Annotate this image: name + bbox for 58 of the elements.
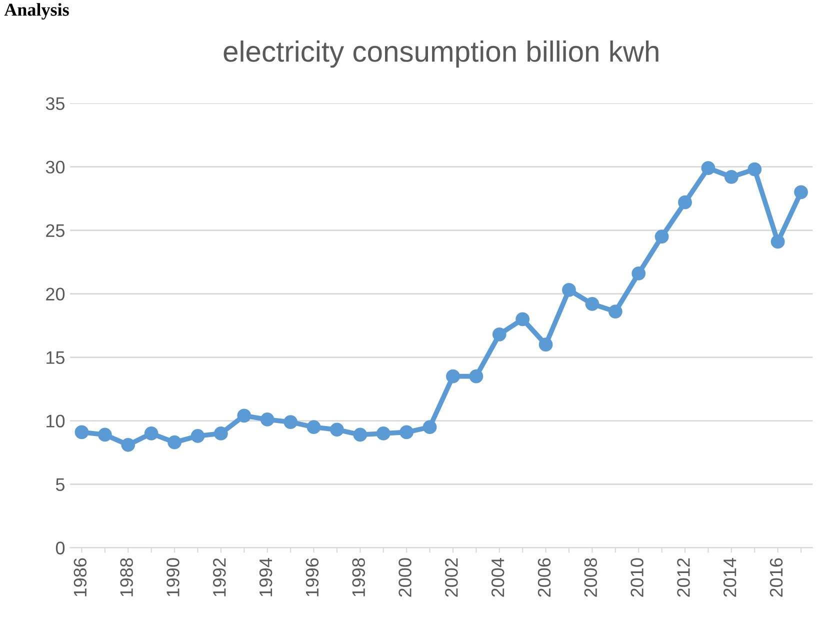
x-tick-label: 2006 (538, 558, 551, 597)
point (376, 426, 390, 440)
x-tick-label: 1994 (259, 558, 272, 596)
point (632, 266, 646, 280)
point (446, 369, 460, 384)
point (585, 296, 600, 311)
point (353, 428, 368, 442)
y-tick-label: 25 (46, 224, 65, 237)
point (469, 369, 484, 384)
point (237, 408, 252, 423)
point (400, 425, 414, 440)
chart-title: electricity consumption billion kwh (224, 40, 658, 68)
y-tick-label: 35 (46, 97, 65, 110)
x-tick-label: 1986 (74, 558, 87, 596)
point (770, 234, 785, 249)
point (701, 161, 716, 175)
y-tick-label: 20 (46, 288, 65, 300)
point (724, 170, 738, 184)
x-tick-label: 1996 (306, 558, 319, 596)
point (422, 420, 437, 434)
point (654, 230, 669, 244)
point (608, 304, 622, 318)
x-tick-label: 2004 (491, 558, 504, 597)
x-tick-label: 2000 (398, 558, 412, 597)
point (516, 312, 530, 326)
x-tick-label: 2012 (677, 558, 690, 597)
point (330, 422, 344, 437)
point (74, 425, 89, 440)
y-tick-label: 15 (46, 351, 65, 364)
point (98, 428, 112, 442)
x-tick-label: 2010 (630, 558, 644, 597)
x-tick-label: 2014 (723, 558, 736, 597)
point (260, 412, 274, 426)
x-tick-label: 1988 (120, 558, 133, 596)
point (678, 195, 692, 210)
point (121, 438, 136, 452)
x-tick-label: 1992 (213, 558, 226, 596)
point (538, 338, 553, 352)
point (794, 185, 808, 200)
point (144, 426, 158, 440)
y-tick-label: 10 (46, 414, 65, 428)
x-tick-label: 1998 (352, 558, 366, 596)
point (562, 283, 576, 297)
point (168, 435, 182, 450)
point (190, 429, 205, 443)
x-tick-label: 2008 (584, 558, 598, 597)
point (748, 162, 762, 176)
y-tick-label: 5 (56, 478, 65, 491)
y-tick-label: 30 (46, 160, 65, 174)
text: Analysis (4, 3, 69, 20)
point (214, 426, 228, 440)
point (284, 415, 298, 429)
x-tick-label: 2016 (770, 558, 783, 597)
x-tick-label: 1990 (166, 558, 180, 596)
point (492, 327, 506, 342)
y-tick-label: 0 (56, 542, 65, 554)
point (306, 420, 321, 434)
x-tick-label: 2002 (445, 558, 458, 597)
